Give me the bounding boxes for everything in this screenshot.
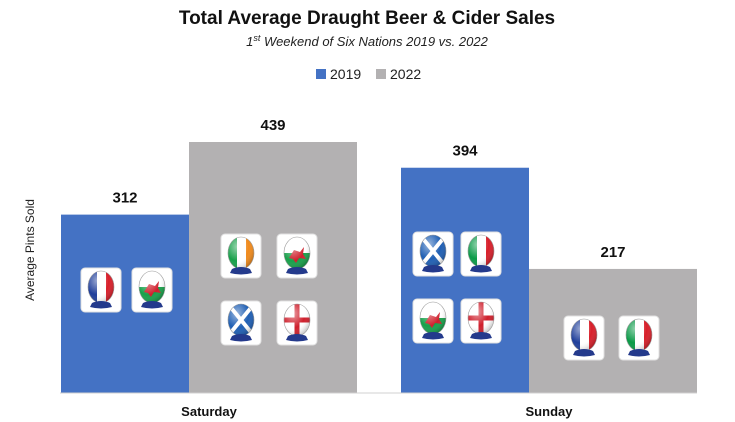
chart-subtitle: 1st Weekend of Six Nations 2019 vs. 2022: [246, 33, 488, 49]
wales-flag-ball-icon: [131, 267, 173, 313]
category-label-saturday: Saturday: [181, 404, 237, 419]
legend-swatch-2022: [376, 69, 386, 79]
bar-saturday-2022: [189, 142, 357, 393]
scotland-flag-ball-icon: [220, 300, 262, 346]
england-flag-ball-icon: [276, 300, 318, 346]
ireland-flag-ball-icon: [220, 233, 262, 279]
data-label-saturday-2019: 312: [112, 190, 137, 207]
wales-flag-ball-icon: [276, 233, 318, 279]
data-label-sunday-2022: 217: [600, 244, 625, 261]
chart-title: Total Average Draught Beer & Cider Sales: [179, 8, 555, 29]
category-label-sunday: Sunday: [526, 404, 574, 419]
legend-label-2019: 2019: [330, 66, 361, 82]
bars-group: [61, 142, 697, 393]
flag-icons-group: [80, 231, 660, 361]
england-flag-ball-icon: [460, 298, 502, 344]
italy-flag-ball-icon: [460, 231, 502, 277]
france-flag-ball-icon: [80, 267, 122, 313]
wales-flag-ball-icon: [412, 298, 454, 344]
scotland-flag-ball-icon: [412, 231, 454, 277]
italy-flag-ball-icon: [618, 315, 660, 361]
legend-swatch-2019: [316, 69, 326, 79]
bar-sunday-2019: [401, 167, 529, 393]
labels-group: 312 439 Saturday 394 217 Sunday: [112, 117, 625, 419]
legend-label-2022: 2022: [390, 66, 421, 82]
subtitle-text: Weekend of Six Nations 2019 vs. 2022: [260, 34, 488, 49]
bar-sunday-2022: [529, 268, 697, 393]
subtitle-superscript: st: [253, 33, 261, 43]
legend: 2019 2022: [316, 66, 421, 82]
y-axis-label: Average Pints Sold: [23, 199, 37, 301]
subtitle-prefix: 1: [246, 34, 253, 49]
data-label-saturday-2022: 439: [260, 117, 285, 134]
france-flag-ball-icon: [563, 315, 605, 361]
data-label-sunday-2019: 394: [452, 143, 478, 160]
